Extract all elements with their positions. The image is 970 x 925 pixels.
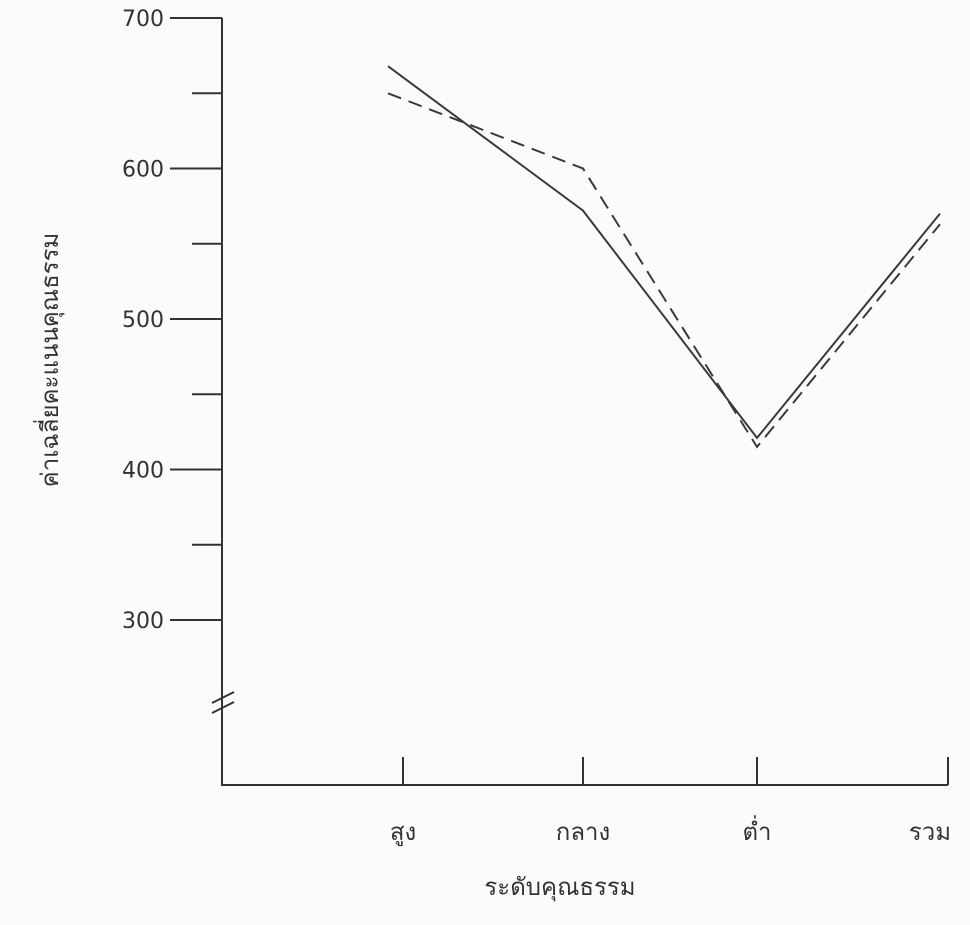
y-tick-label: 400 xyxy=(122,459,164,484)
x-axis-title: ระดับคุณธรรม xyxy=(484,873,635,902)
x-tick-label: ต่ำ xyxy=(742,815,771,846)
y-tick-label: 500 xyxy=(122,308,164,333)
y-axis-title: ค่าเฉลี่ยคะแนนคุณธรรม xyxy=(33,233,65,488)
series-group xyxy=(387,65,941,449)
axes xyxy=(211,18,948,786)
series-line-dashed xyxy=(387,92,941,449)
x-tick-label: กลาง xyxy=(556,818,610,846)
y-ticks: 700 600 500 400 300 xyxy=(122,7,222,634)
axis-break-mark xyxy=(211,691,235,704)
series-line-solid xyxy=(387,65,941,440)
x-tick-label: รวม xyxy=(909,818,951,846)
x-tick-label: สูง xyxy=(390,818,416,847)
x-ticks: สูง กลาง ต่ำ รวม xyxy=(390,757,951,847)
axis-lines xyxy=(221,18,948,786)
axis-break-mark xyxy=(211,701,235,714)
y-tick-label: 300 xyxy=(122,609,164,634)
y-tick-label: 600 xyxy=(122,158,164,183)
y-tick-label: 700 xyxy=(122,7,164,32)
